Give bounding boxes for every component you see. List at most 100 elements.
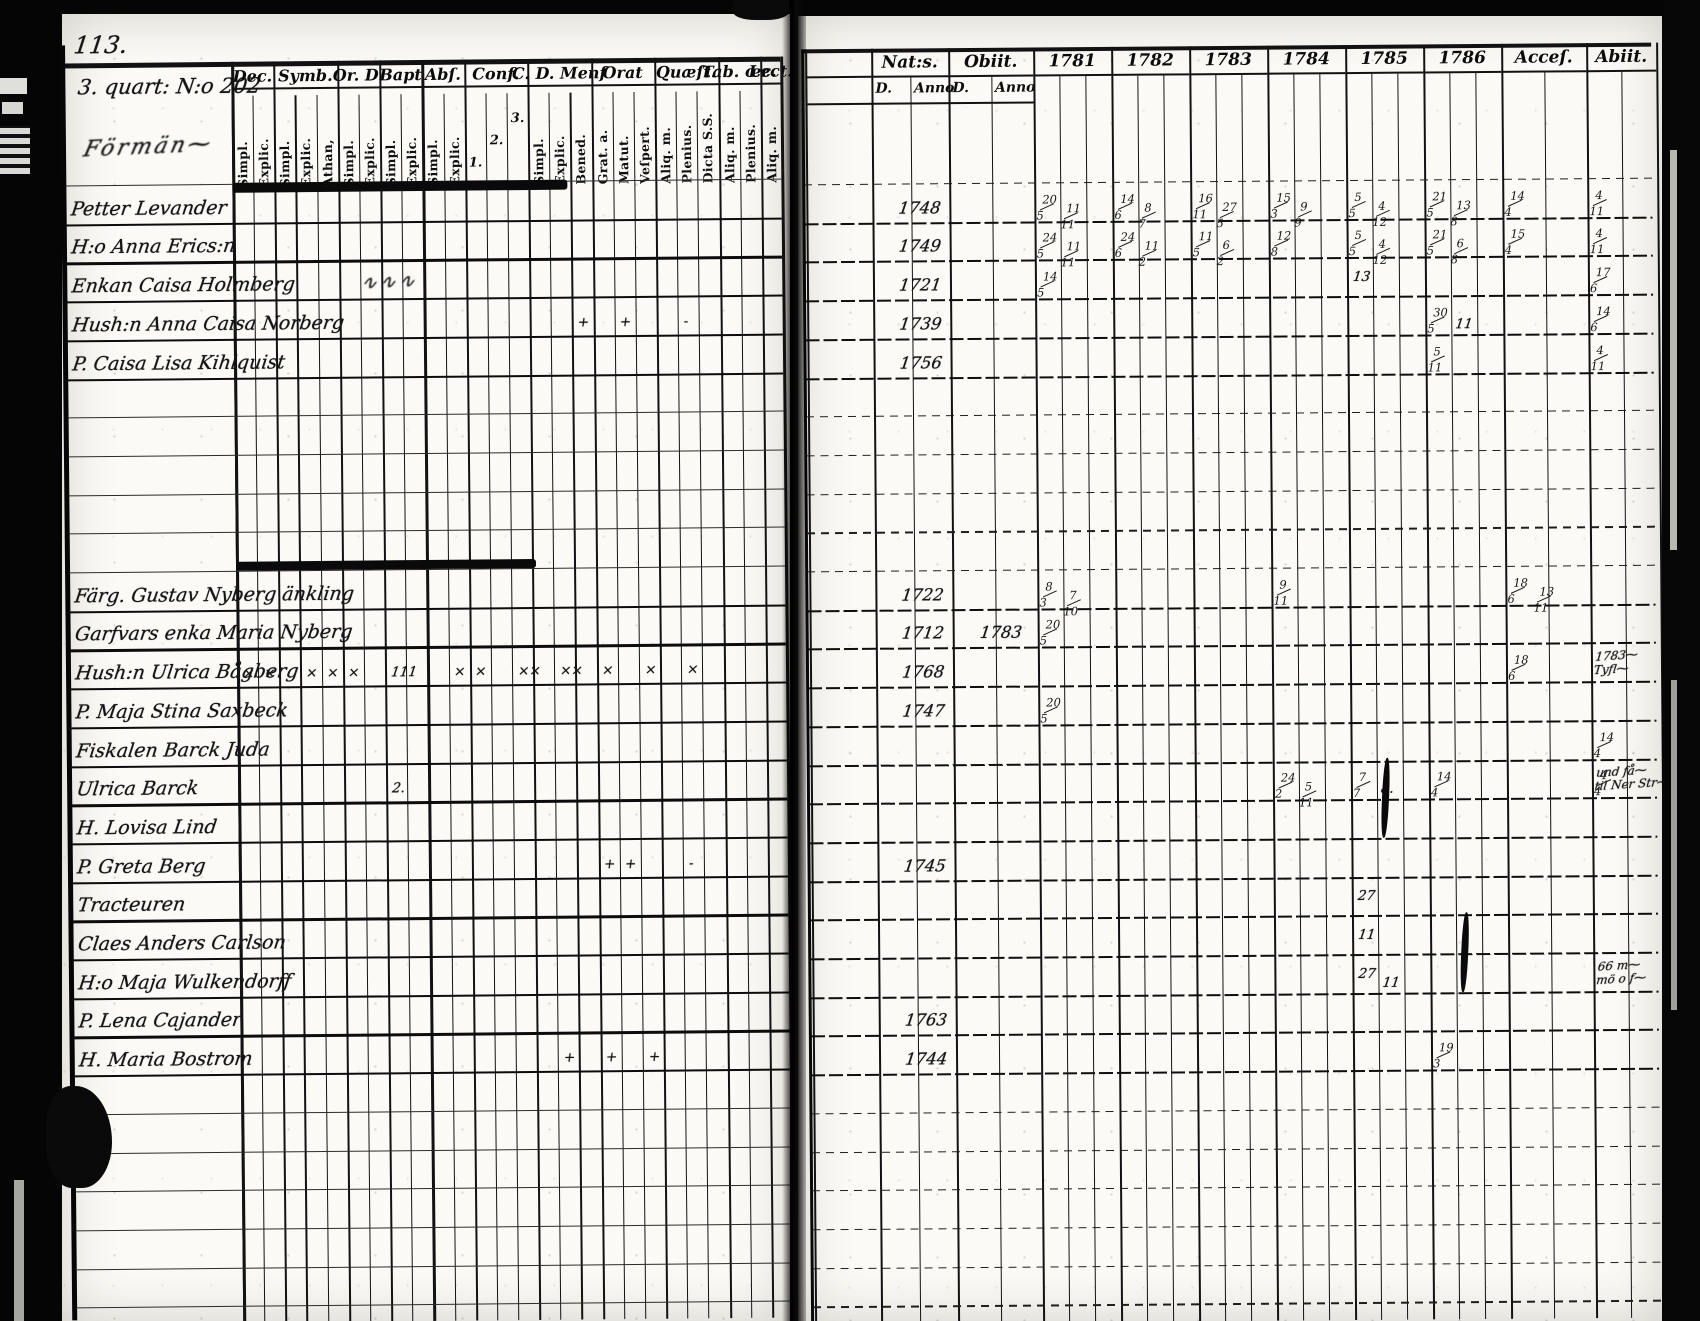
date-mark: 13 11 bbox=[1534, 584, 1555, 614]
marginal-note-line: til Ner Str⁓ bbox=[1593, 774, 1670, 794]
record-name: Hush:n Anna Caisa Norberg bbox=[70, 311, 346, 337]
date-day: 5 bbox=[1433, 343, 1441, 358]
date-mark: 14 4 bbox=[1431, 769, 1452, 799]
row-line bbox=[804, 177, 1653, 186]
record-name: H:o Anna Erics:n bbox=[70, 235, 238, 259]
column-sub-label: Explic. bbox=[552, 135, 568, 185]
header-group-rule bbox=[1267, 72, 1346, 76]
film-edge-mark bbox=[2, 102, 23, 114]
marginal-note: 66 m⁓ mö o f⁓ bbox=[1596, 957, 1649, 987]
attendance-mark: × bbox=[474, 663, 488, 680]
date-day: 18 bbox=[1513, 575, 1529, 590]
date-month: 11 bbox=[1589, 242, 1605, 257]
record-name-scribble: ∿∿∿ bbox=[358, 269, 421, 295]
row-line bbox=[810, 1029, 1659, 1038]
date-mark: 11 bbox=[1357, 926, 1377, 944]
date-day: 16 bbox=[1198, 190, 1213, 205]
column-rule bbox=[633, 91, 647, 1319]
column-group-rule bbox=[421, 59, 436, 1321]
attendance-mark: × bbox=[453, 663, 467, 680]
header-group-rule bbox=[1189, 72, 1268, 76]
column-group-rule bbox=[336, 60, 352, 1321]
attendance-mark: + bbox=[576, 314, 591, 331]
column-rule bbox=[443, 93, 456, 1321]
row-line bbox=[806, 409, 1654, 418]
column-sub-label: 1. bbox=[468, 155, 483, 171]
birth-year: 1748 bbox=[897, 197, 942, 218]
date-mark: 4 12 bbox=[1373, 237, 1393, 267]
attendance-mark: × bbox=[347, 664, 361, 681]
date-day: 9 bbox=[1300, 199, 1308, 214]
column-rule bbox=[506, 93, 520, 1321]
smudge-bar bbox=[232, 179, 568, 193]
date-month: 5 bbox=[1216, 215, 1224, 230]
date-mark: 5 11 bbox=[1428, 343, 1447, 374]
birth-year: 1721 bbox=[897, 275, 943, 295]
date-day: 5 bbox=[1304, 779, 1313, 794]
record-name: Fiskalen Barck Juda bbox=[74, 737, 272, 762]
date-day: 15 bbox=[1276, 190, 1291, 205]
date-month: 10 bbox=[1063, 603, 1079, 619]
date-day: 17 bbox=[1595, 265, 1611, 280]
date-month: 5 bbox=[1348, 244, 1357, 259]
column-rule bbox=[1085, 76, 1097, 1321]
record-name: H:o Maja Wulkendorff bbox=[77, 969, 293, 995]
attendance-mark: × bbox=[241, 665, 256, 682]
attendance-mark: + bbox=[562, 1049, 577, 1066]
record-name: Petter Levander bbox=[69, 196, 229, 221]
page-gutter-shadow bbox=[782, 0, 806, 1321]
row-line bbox=[812, 1299, 1661, 1308]
column-sub-label: Simpl. bbox=[382, 139, 399, 187]
film-streak bbox=[1671, 680, 1677, 1010]
date-month: 6 bbox=[1507, 591, 1515, 606]
marginal-note: und få⁓ til Ner Str⁓ bbox=[1593, 763, 1671, 794]
header-group-rule bbox=[1423, 70, 1502, 74]
date-month: 11 bbox=[1589, 203, 1605, 218]
date-day: 11 bbox=[1144, 238, 1160, 254]
row-line bbox=[811, 1145, 1660, 1154]
date-day: 20 bbox=[1046, 695, 1061, 710]
column-sub-label: Bened. bbox=[573, 133, 589, 185]
column-rule bbox=[1293, 74, 1305, 1321]
date-day: 13 bbox=[1456, 197, 1471, 212]
column-rule bbox=[1319, 74, 1331, 1321]
date-month: 6 bbox=[1114, 207, 1122, 222]
column-group-rule bbox=[654, 57, 669, 1319]
column-sub-label: 3. bbox=[510, 111, 525, 127]
birth-year: 1768 bbox=[900, 662, 946, 682]
date-mark: 14 4 bbox=[1594, 729, 1615, 759]
row-line bbox=[809, 874, 1658, 884]
column-sub-label: Explic. bbox=[298, 137, 314, 188]
date-mark: 11 5 bbox=[1193, 230, 1214, 260]
date-mark: 11 11 bbox=[1061, 240, 1082, 270]
birth-year: 1739 bbox=[897, 314, 943, 334]
row-line bbox=[805, 371, 1654, 380]
date-month: 6 bbox=[1590, 319, 1598, 334]
date-mark: 13 8 bbox=[1450, 197, 1471, 228]
date-month: 5 bbox=[1426, 243, 1435, 258]
column-sub-label: Simpl. bbox=[340, 139, 357, 187]
date-month: 5 bbox=[1039, 633, 1048, 648]
column-group-rule bbox=[273, 61, 288, 1321]
attendance-mark: × bbox=[305, 665, 319, 682]
column-group-rule bbox=[463, 59, 479, 1321]
row-line bbox=[808, 680, 1657, 690]
column-sub-label: Plenius. bbox=[679, 124, 695, 184]
date-day: 6 bbox=[1456, 236, 1464, 251]
date-month: 4 bbox=[1430, 785, 1439, 800]
column-sub-label: Explic. bbox=[256, 138, 272, 188]
attendance-mark: + bbox=[647, 1048, 661, 1065]
ink-blob-bottom-left bbox=[46, 1086, 112, 1188]
date-mark: 21 5 bbox=[1426, 189, 1447, 219]
film-edge-mark bbox=[14, 1180, 24, 1321]
date-month: 11 bbox=[1273, 593, 1289, 608]
row-line bbox=[806, 487, 1655, 496]
header-group-rule bbox=[805, 75, 872, 79]
date-mark: 24 6 bbox=[1115, 230, 1136, 260]
date-mark: 9 11 bbox=[1273, 577, 1293, 608]
date-month: 2 bbox=[1274, 786, 1283, 801]
